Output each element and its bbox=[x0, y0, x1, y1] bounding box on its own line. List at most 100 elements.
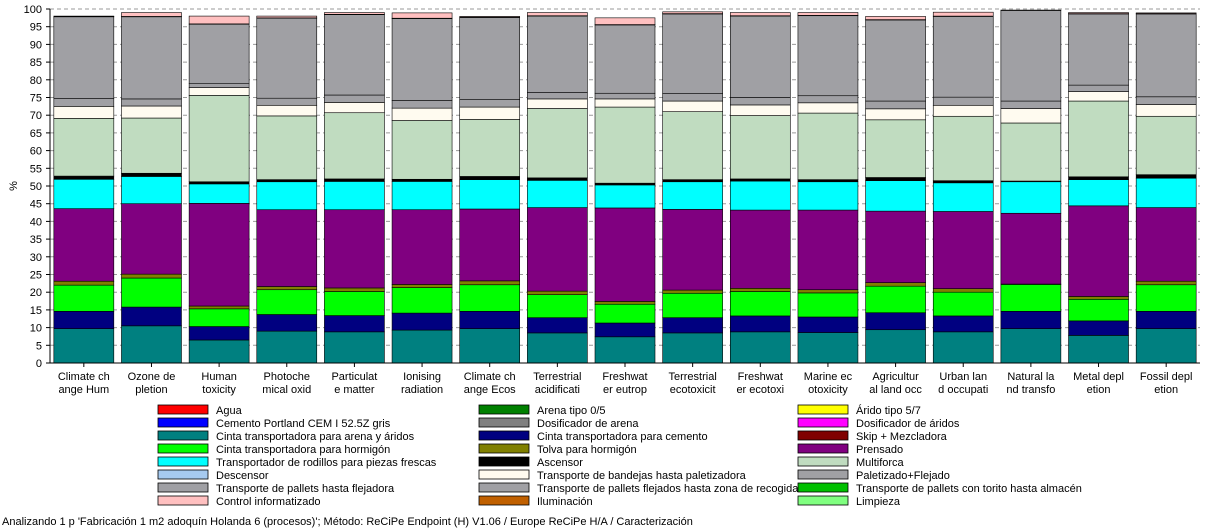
legend-swatch bbox=[478, 443, 530, 454]
legend-swatch bbox=[797, 443, 849, 454]
bar-segment bbox=[324, 181, 385, 211]
bar-segment bbox=[121, 12, 182, 17]
bar-segment bbox=[797, 12, 859, 16]
bar-segment bbox=[729, 180, 791, 211]
bar-segment bbox=[932, 288, 994, 293]
legend-label: Ascensor bbox=[537, 457, 583, 469]
bar-segment bbox=[391, 209, 453, 285]
bar-segment bbox=[594, 184, 656, 209]
bar-segment bbox=[391, 312, 453, 331]
bar-segment bbox=[729, 178, 791, 182]
legend-label: Skip + Mezcladora bbox=[856, 431, 948, 443]
bar-stack bbox=[729, 12, 791, 364]
bar-segment bbox=[1000, 122, 1062, 182]
bar-segment bbox=[527, 180, 588, 208]
legend-item: Ascensor bbox=[478, 456, 583, 469]
bar-segment bbox=[1068, 205, 1129, 297]
bar-segment bbox=[729, 291, 791, 317]
bar-segment bbox=[53, 106, 115, 119]
bar-segment bbox=[527, 317, 588, 334]
bar-segment bbox=[188, 203, 250, 307]
x-tick-label: nd transfo bbox=[1006, 384, 1055, 396]
legend-label: Transporte de pallets con torito hasta a… bbox=[856, 483, 1082, 495]
bar-segment bbox=[729, 97, 791, 106]
bar-stack bbox=[865, 16, 926, 364]
y-tick-label: 50 bbox=[30, 181, 42, 193]
bar-segment bbox=[391, 100, 453, 109]
bar-segment bbox=[594, 301, 656, 305]
bar-segment bbox=[188, 308, 250, 327]
bar-segment bbox=[662, 179, 723, 183]
legend-label: Tolva para hormigón bbox=[537, 444, 637, 456]
bar-segment bbox=[324, 291, 385, 316]
y-tick-label: 90 bbox=[30, 39, 42, 51]
legend-item: Cinta transportadora para cemento bbox=[478, 430, 708, 443]
bar-segment bbox=[459, 311, 521, 329]
bar-segment bbox=[1068, 298, 1129, 322]
bar-segment bbox=[865, 312, 926, 331]
bar-segment bbox=[324, 287, 385, 292]
bar-segment bbox=[594, 322, 656, 338]
legend-swatch bbox=[478, 404, 530, 415]
y-tick-label: 0 bbox=[36, 358, 42, 370]
legend-label: Dosificador de áridos bbox=[856, 418, 960, 430]
bar-stack bbox=[797, 12, 859, 364]
legend-item: Prensado bbox=[797, 443, 903, 456]
bar-segment bbox=[459, 176, 521, 180]
bar-segment bbox=[459, 119, 521, 177]
bar-segment bbox=[121, 16, 182, 100]
bar-segment bbox=[1135, 13, 1197, 98]
stacked-bar-chart: 0 5 10 15 20 25 30 35 40 45 50 55 60 65 70 75 80 85 90 95 10… bbox=[8, 4, 1200, 508]
bar-stack bbox=[932, 11, 994, 364]
legend-swatch bbox=[157, 469, 209, 480]
bar-segment bbox=[256, 330, 318, 364]
y-tick-label: 60 bbox=[30, 146, 42, 158]
bar-segment bbox=[865, 19, 926, 102]
y-tick-label: 35 bbox=[30, 234, 42, 246]
bar-segment bbox=[662, 11, 723, 14]
bar-segment bbox=[53, 311, 115, 329]
legend-item: Transporte de bandejas hasta paletizador… bbox=[478, 469, 747, 482]
bar-segment bbox=[594, 24, 656, 94]
bar-segment bbox=[1000, 328, 1062, 364]
legend-label: Limpieza bbox=[856, 496, 901, 508]
bar-segment bbox=[865, 329, 926, 364]
legend-swatch bbox=[157, 417, 209, 428]
bar-segment bbox=[256, 286, 318, 291]
x-tick-label: al land occ bbox=[869, 384, 922, 396]
legend-label: Cinta transportadora para hormigón bbox=[216, 444, 390, 456]
bar-stack bbox=[1068, 12, 1129, 364]
bar-segment bbox=[729, 331, 791, 364]
bar-segment bbox=[527, 290, 588, 295]
bar-segment bbox=[324, 331, 385, 364]
bar-segment bbox=[188, 15, 250, 25]
bar-segment bbox=[53, 98, 115, 107]
bar-segment bbox=[797, 15, 859, 97]
legend-item: Control informatizado bbox=[157, 495, 321, 508]
bar-segment bbox=[53, 328, 115, 364]
bar-segment bbox=[391, 178, 453, 182]
bar-segment bbox=[1068, 91, 1129, 102]
legend-swatch bbox=[478, 482, 530, 493]
bar-segment bbox=[256, 314, 318, 332]
x-tick-label: er eutrop bbox=[603, 384, 647, 396]
legend-label: Descensor bbox=[216, 470, 269, 482]
bar-segment bbox=[256, 181, 318, 211]
bar-segment bbox=[391, 181, 453, 211]
legend-item: Transporte de pallets con torito hasta a… bbox=[797, 482, 1082, 495]
x-tick-label: Freshwat bbox=[738, 371, 783, 383]
bar-segment bbox=[594, 303, 656, 324]
bar-segment bbox=[324, 12, 385, 15]
legend-item: Transporte de pallets hasta flejadora bbox=[157, 482, 395, 495]
bar-segment bbox=[729, 15, 791, 98]
legend-item: Transportador de rodillos para piezas fr… bbox=[157, 456, 437, 469]
bar-segment bbox=[188, 87, 250, 96]
legend-item: Dosificador de arena bbox=[478, 417, 639, 430]
bar-segment bbox=[121, 172, 182, 177]
y-tick-label: 5 bbox=[36, 340, 42, 352]
x-tick-label: etion bbox=[1154, 384, 1178, 396]
bar-segment bbox=[932, 211, 994, 289]
bar-stack bbox=[53, 15, 115, 364]
bar-segment bbox=[1000, 10, 1062, 102]
x-tick-label: radiation bbox=[401, 384, 443, 396]
